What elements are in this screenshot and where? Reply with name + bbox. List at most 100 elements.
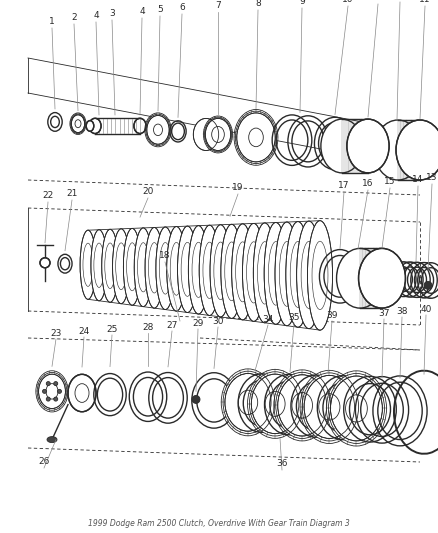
Ellipse shape <box>237 113 275 162</box>
Text: 2: 2 <box>71 13 77 22</box>
Text: 18: 18 <box>159 252 171 261</box>
Text: 9: 9 <box>299 0 305 6</box>
Text: 36: 36 <box>276 459 288 469</box>
Text: 24: 24 <box>78 327 90 335</box>
Text: 8: 8 <box>255 0 261 9</box>
Ellipse shape <box>225 374 271 431</box>
Text: 14: 14 <box>412 175 424 184</box>
Text: 35: 35 <box>288 312 300 321</box>
Ellipse shape <box>221 224 242 318</box>
Ellipse shape <box>54 397 58 401</box>
Ellipse shape <box>54 382 58 385</box>
Text: 11: 11 <box>372 0 384 3</box>
Ellipse shape <box>253 223 276 323</box>
Ellipse shape <box>328 374 385 443</box>
Text: 30: 30 <box>212 317 224 326</box>
Ellipse shape <box>91 230 107 301</box>
Ellipse shape <box>177 226 198 312</box>
Ellipse shape <box>249 372 301 436</box>
Ellipse shape <box>188 225 208 314</box>
Ellipse shape <box>223 371 273 433</box>
Ellipse shape <box>424 281 432 289</box>
Ellipse shape <box>347 119 389 173</box>
Ellipse shape <box>156 227 175 310</box>
Text: 38: 38 <box>396 306 408 316</box>
Ellipse shape <box>359 248 406 308</box>
Text: 3: 3 <box>109 10 115 19</box>
Text: 22: 22 <box>42 191 53 200</box>
Ellipse shape <box>205 117 232 152</box>
Ellipse shape <box>193 118 219 150</box>
Ellipse shape <box>146 114 170 146</box>
Ellipse shape <box>210 225 231 317</box>
Ellipse shape <box>37 373 67 410</box>
Ellipse shape <box>304 375 354 439</box>
Ellipse shape <box>68 374 96 411</box>
Text: 27: 27 <box>166 320 178 329</box>
Ellipse shape <box>39 374 65 408</box>
Ellipse shape <box>57 389 61 393</box>
Text: 40: 40 <box>420 304 432 313</box>
Ellipse shape <box>86 120 94 131</box>
Text: 29: 29 <box>192 319 204 327</box>
Text: 15: 15 <box>384 177 396 187</box>
Text: 26: 26 <box>38 457 49 466</box>
Text: 34: 34 <box>262 314 274 324</box>
Ellipse shape <box>89 118 101 133</box>
Ellipse shape <box>331 376 382 441</box>
Text: 4: 4 <box>93 12 99 20</box>
Text: 4: 4 <box>139 7 145 17</box>
Text: 28: 28 <box>142 322 154 332</box>
Text: 17: 17 <box>338 182 350 190</box>
Text: 5: 5 <box>157 5 163 14</box>
Ellipse shape <box>47 437 57 442</box>
Ellipse shape <box>192 395 200 403</box>
Ellipse shape <box>251 374 299 434</box>
Ellipse shape <box>42 389 46 393</box>
Ellipse shape <box>307 221 332 330</box>
Ellipse shape <box>336 248 383 308</box>
Text: 6: 6 <box>179 4 185 12</box>
Text: 10: 10 <box>342 0 354 4</box>
Ellipse shape <box>205 118 231 150</box>
Ellipse shape <box>321 119 363 173</box>
Ellipse shape <box>71 114 85 133</box>
Ellipse shape <box>232 224 254 320</box>
Text: 23: 23 <box>50 328 62 337</box>
Text: 1: 1 <box>49 18 55 27</box>
Ellipse shape <box>243 223 265 321</box>
Ellipse shape <box>71 115 85 133</box>
Ellipse shape <box>80 230 96 300</box>
Ellipse shape <box>286 222 310 327</box>
Ellipse shape <box>275 222 299 326</box>
Text: 7: 7 <box>215 2 221 11</box>
Text: 13: 13 <box>426 174 438 182</box>
Ellipse shape <box>167 227 186 311</box>
Ellipse shape <box>145 228 163 308</box>
Text: 19: 19 <box>232 183 244 192</box>
Ellipse shape <box>124 228 141 305</box>
Ellipse shape <box>297 221 321 329</box>
Text: 37: 37 <box>378 309 390 318</box>
Ellipse shape <box>396 120 438 180</box>
Ellipse shape <box>276 373 328 439</box>
Text: 1999 Dodge Ram 2500 Clutch, Overdrive With Gear Train Diagram 3: 1999 Dodge Ram 2500 Clutch, Overdrive Wi… <box>88 520 350 529</box>
Ellipse shape <box>236 111 276 164</box>
Ellipse shape <box>46 397 50 401</box>
Ellipse shape <box>147 116 169 144</box>
Text: 39: 39 <box>326 311 338 319</box>
Ellipse shape <box>134 118 146 133</box>
Ellipse shape <box>102 229 118 302</box>
Text: 21: 21 <box>66 190 78 198</box>
Text: 20: 20 <box>142 188 154 197</box>
Text: 25: 25 <box>106 325 118 334</box>
Ellipse shape <box>374 120 422 180</box>
Text: 11: 11 <box>419 0 431 4</box>
Ellipse shape <box>113 229 130 304</box>
Ellipse shape <box>40 258 50 268</box>
Ellipse shape <box>134 228 152 306</box>
Ellipse shape <box>46 382 50 385</box>
Ellipse shape <box>264 222 287 324</box>
Ellipse shape <box>302 373 357 441</box>
Ellipse shape <box>199 225 220 316</box>
